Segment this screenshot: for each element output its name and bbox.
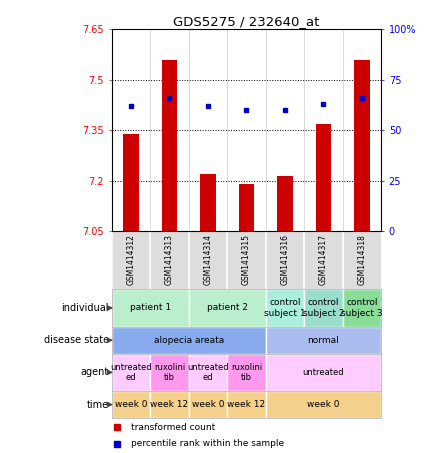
Text: disease state: disease state xyxy=(44,335,109,345)
Text: individual: individual xyxy=(61,303,109,313)
Bar xyxy=(189,391,227,418)
Bar xyxy=(265,289,304,327)
Text: agent: agent xyxy=(81,367,109,377)
Text: week 12: week 12 xyxy=(150,400,188,409)
Text: GSM1414316: GSM1414316 xyxy=(280,234,290,285)
Text: alopecia areata: alopecia areata xyxy=(154,336,224,345)
Text: percentile rank within the sample: percentile rank within the sample xyxy=(131,439,284,448)
Bar xyxy=(265,391,381,418)
Bar xyxy=(265,354,381,391)
Text: time: time xyxy=(87,400,109,410)
Text: week 0: week 0 xyxy=(307,400,339,409)
Text: normal: normal xyxy=(307,336,339,345)
Bar xyxy=(277,176,293,231)
Text: week 0: week 0 xyxy=(115,400,147,409)
Text: patient 1: patient 1 xyxy=(130,304,171,313)
Bar xyxy=(239,184,254,231)
Bar xyxy=(112,327,265,354)
Bar xyxy=(112,391,150,418)
Bar xyxy=(189,354,227,391)
Bar xyxy=(304,289,343,327)
Bar xyxy=(343,289,381,327)
Text: control
subject 3: control subject 3 xyxy=(341,298,383,318)
Bar xyxy=(265,327,381,354)
Text: patient 2: patient 2 xyxy=(207,304,247,313)
Text: GSM1414315: GSM1414315 xyxy=(242,234,251,285)
Bar xyxy=(189,289,265,327)
Text: transformed count: transformed count xyxy=(131,423,215,432)
Text: GSM1414314: GSM1414314 xyxy=(203,234,212,285)
Text: GSM1414317: GSM1414317 xyxy=(319,234,328,285)
Bar xyxy=(150,354,189,391)
Bar xyxy=(150,391,189,418)
Bar xyxy=(112,289,189,327)
Text: week 12: week 12 xyxy=(227,400,265,409)
Bar xyxy=(112,354,150,391)
Text: ruxolini
tib: ruxolini tib xyxy=(154,363,185,382)
Text: control
subject 1: control subject 1 xyxy=(264,298,306,318)
Text: ruxolini
tib: ruxolini tib xyxy=(231,363,262,382)
Bar xyxy=(227,391,265,418)
Bar xyxy=(162,60,177,231)
Bar xyxy=(123,134,138,231)
Bar xyxy=(354,60,370,231)
Text: untreated: untreated xyxy=(303,368,344,377)
Text: untreated
ed: untreated ed xyxy=(187,363,229,382)
Text: GSM1414318: GSM1414318 xyxy=(357,234,366,285)
Text: GSM1414312: GSM1414312 xyxy=(127,234,135,285)
Title: GDS5275 / 232640_at: GDS5275 / 232640_at xyxy=(173,15,320,28)
Bar xyxy=(316,124,331,231)
Text: control
subject 2: control subject 2 xyxy=(303,298,344,318)
Text: GSM1414313: GSM1414313 xyxy=(165,234,174,285)
Bar xyxy=(200,174,215,231)
Bar xyxy=(227,354,265,391)
Text: week 0: week 0 xyxy=(192,400,224,409)
Text: untreated
ed: untreated ed xyxy=(110,363,152,382)
